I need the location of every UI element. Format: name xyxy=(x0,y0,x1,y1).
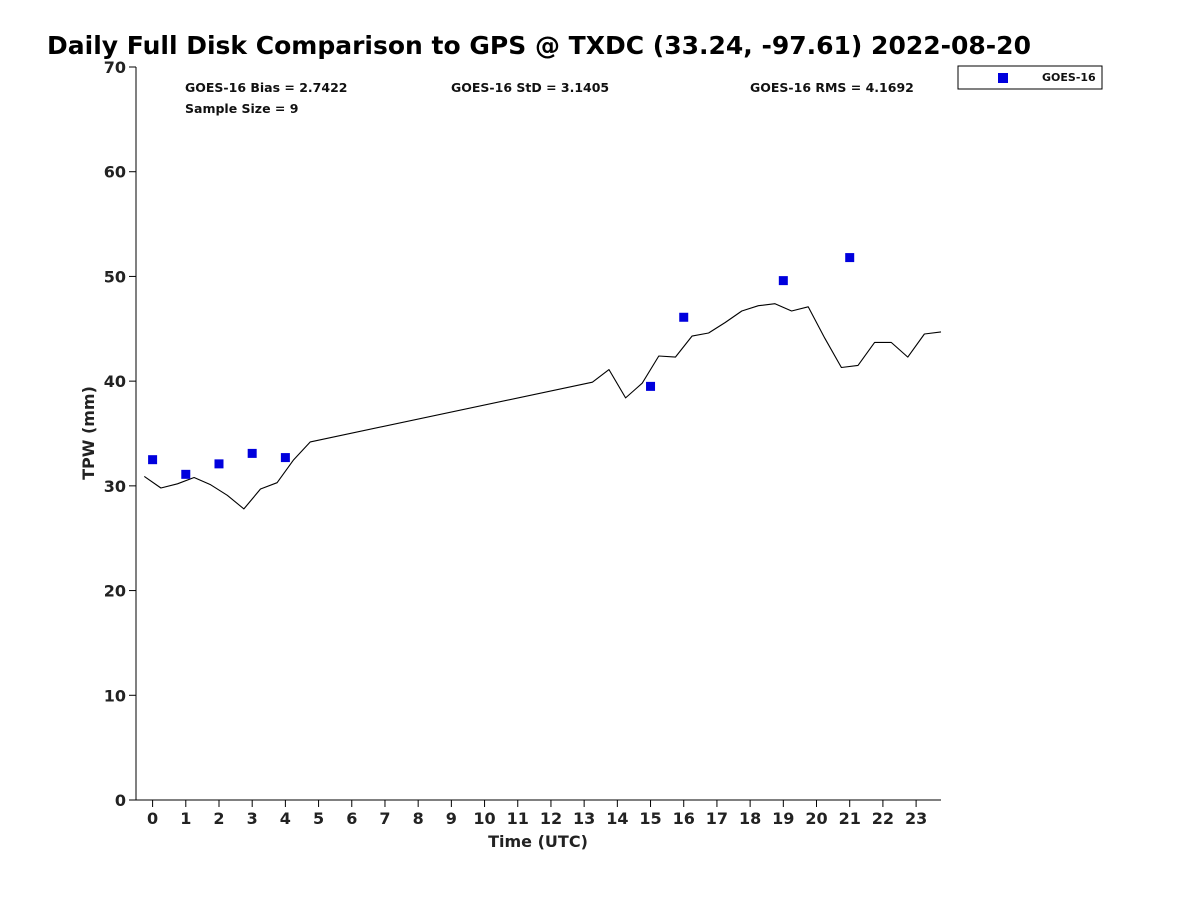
series-line-gps xyxy=(143,303,942,510)
x-tick-label: 5 xyxy=(313,809,324,828)
scatter-point-goes16 xyxy=(778,276,788,286)
x-tick-label: 10 xyxy=(473,809,495,828)
stats-annotations: GOES-16 Bias = 2.7422 GOES-16 StD = 3.14… xyxy=(185,80,914,116)
x-tick-label: 17 xyxy=(706,809,728,828)
x-tick-label: 7 xyxy=(379,809,390,828)
stat-rms: GOES-16 RMS = 4.1692 xyxy=(750,80,914,95)
x-tick-label: 1 xyxy=(180,809,191,828)
x-tick-label: 14 xyxy=(606,809,628,828)
y-tick-label: 70 xyxy=(104,58,126,77)
x-tick-label: 21 xyxy=(839,809,861,828)
scatter-point-goes16 xyxy=(148,455,158,465)
y-axis-label: TPW (mm) xyxy=(79,386,98,480)
y-tick-label: 60 xyxy=(104,163,126,182)
plot-area: 0 1 2 3 4 5 6 7 8 9 10 11 12 13 14 15 16 17 18 19 20 21 22 23 0… xyxy=(104,58,942,828)
legend-box xyxy=(957,65,1103,90)
legend-label-goes16: GOES-16 xyxy=(1042,71,1096,84)
scatter-point-goes16 xyxy=(247,448,257,458)
x-tick-label: 2 xyxy=(213,809,224,828)
y-tick-label: 10 xyxy=(104,686,126,705)
scatter-point-goes16 xyxy=(214,459,224,469)
y-ticks: 0 10 20 30 40 50 60 70 xyxy=(104,58,136,810)
legend: GOES-16 xyxy=(957,65,1103,90)
series-layer xyxy=(143,253,942,510)
x-tick-label: 11 xyxy=(507,809,529,828)
x-tick-label: 15 xyxy=(639,809,661,828)
x-axis-label: Time (UTC) xyxy=(488,832,588,851)
x-tick-label: 22 xyxy=(872,809,894,828)
x-tick-label: 12 xyxy=(540,809,562,828)
x-tick-label: 23 xyxy=(905,809,927,828)
y-tick-label: 0 xyxy=(115,791,126,810)
x-tick-label: 6 xyxy=(346,809,357,828)
stat-sample-size: Sample Size = 9 xyxy=(185,101,298,116)
scatter-point-goes16 xyxy=(845,253,855,263)
stat-std: GOES-16 StD = 3.1405 xyxy=(451,80,609,95)
x-tick-label: 0 xyxy=(147,809,158,828)
y-tick-label: 40 xyxy=(104,372,126,391)
x-ticks: 0 1 2 3 4 5 6 7 8 9 10 11 12 13 14 15 16 17 18 19 20 21 22 23 xyxy=(147,800,927,828)
x-tick-label: 13 xyxy=(573,809,595,828)
stat-bias: GOES-16 Bias = 2.7422 xyxy=(185,80,347,95)
y-tick-label: 30 xyxy=(104,477,126,496)
x-tick-label: 3 xyxy=(247,809,258,828)
x-tick-label: 4 xyxy=(280,809,291,828)
chart-title: Daily Full Disk Comparison to GPS @ TXDC… xyxy=(47,31,1031,60)
y-tick-label: 20 xyxy=(104,582,126,601)
y-tick-label: 50 xyxy=(104,267,126,286)
legend-marker-goes16 xyxy=(998,73,1008,83)
x-tick-label: 8 xyxy=(413,809,424,828)
x-tick-label: 19 xyxy=(772,809,794,828)
x-tick-label: 20 xyxy=(805,809,827,828)
x-tick-label: 16 xyxy=(673,809,695,828)
scatter-point-goes16 xyxy=(679,312,689,322)
x-tick-label: 9 xyxy=(446,809,457,828)
scatter-point-goes16 xyxy=(181,469,191,479)
scatter-point-goes16 xyxy=(280,453,290,463)
x-tick-label: 18 xyxy=(739,809,761,828)
scatter-point-goes16 xyxy=(646,381,656,391)
